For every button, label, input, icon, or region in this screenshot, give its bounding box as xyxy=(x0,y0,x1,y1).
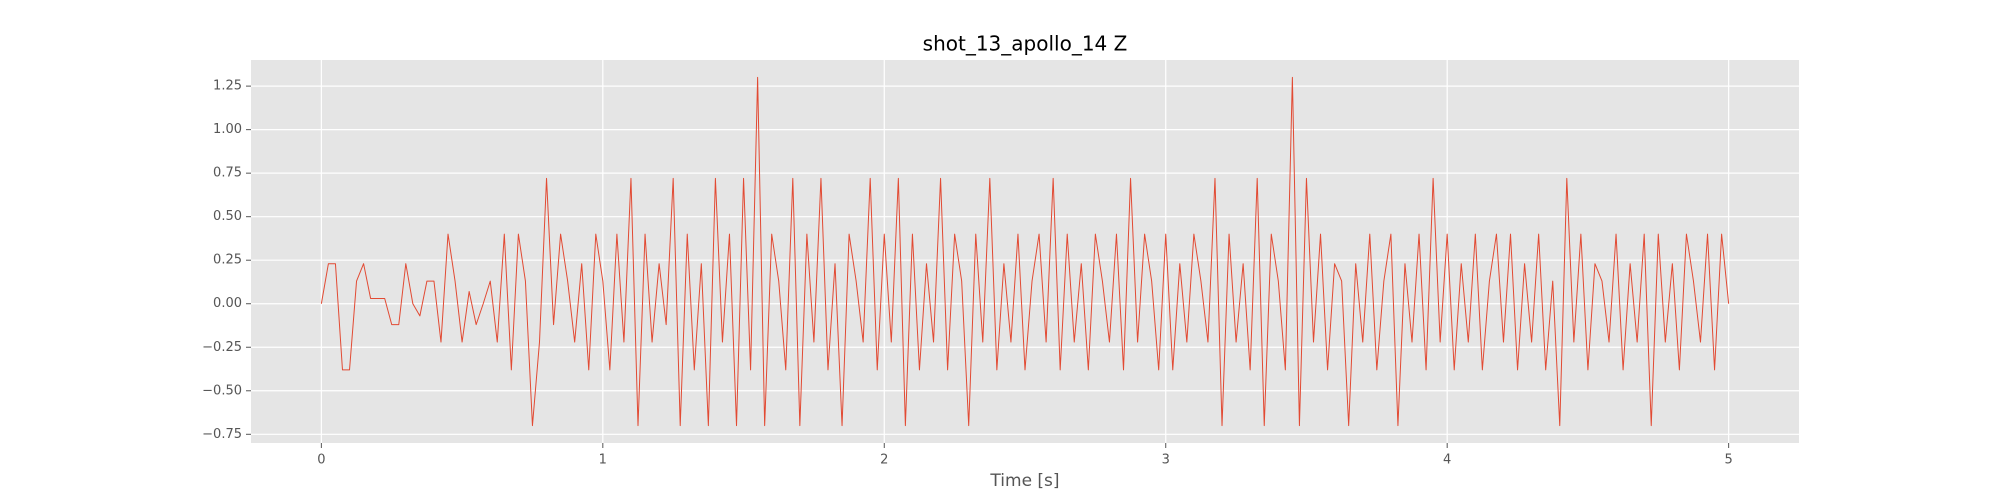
x-tick-label: 2 xyxy=(880,453,888,468)
y-tick-label: 1.25 xyxy=(213,79,242,94)
y-tick-label: 1.00 xyxy=(213,122,242,137)
x-axis-label: Time [s] xyxy=(989,471,1059,491)
x-tick-label: 0 xyxy=(317,453,325,468)
y-tick-label: −0.75 xyxy=(202,427,242,442)
y-tick-label: 0.75 xyxy=(213,166,242,181)
x-tick-label: 3 xyxy=(1162,453,1170,468)
y-tick-label: 0.50 xyxy=(213,209,242,224)
chart-title: shot_13_apollo_14 Z xyxy=(923,32,1128,56)
signal-line xyxy=(320,76,1730,427)
x-tick-label: 4 xyxy=(1443,453,1451,468)
y-tick-label: −0.25 xyxy=(202,340,242,355)
y-tick-label: 0.25 xyxy=(213,253,242,268)
y-tick-label: 0.00 xyxy=(213,296,242,311)
y-tick-label: −0.50 xyxy=(202,383,242,398)
x-tick-label: 5 xyxy=(1724,453,1732,468)
x-tick-label: 1 xyxy=(599,453,607,468)
plot-area xyxy=(251,60,1799,443)
